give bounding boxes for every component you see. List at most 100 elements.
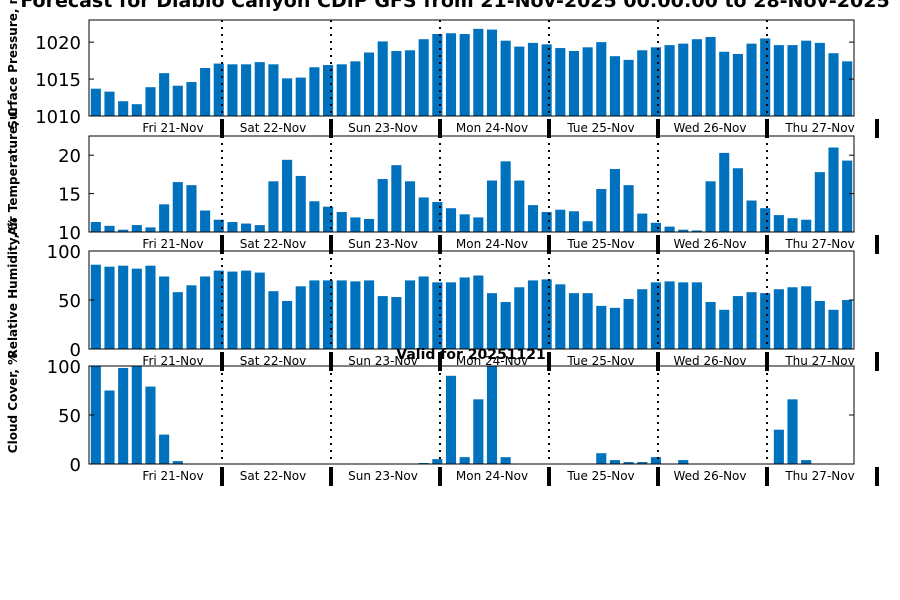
bar-4-40 xyxy=(623,462,634,464)
bar-1-3 xyxy=(118,101,129,116)
ytick-label-2-1: 10 xyxy=(58,223,81,244)
bar-2-50 xyxy=(760,208,771,232)
bar-2-33 xyxy=(527,205,539,232)
bar-1-42 xyxy=(650,47,661,116)
bar-3-14 xyxy=(268,291,279,349)
bar-4-31 xyxy=(500,457,511,464)
bar-4-30 xyxy=(486,366,498,464)
bar-1-15 xyxy=(282,78,293,116)
bar-2-29 xyxy=(473,217,484,232)
bar-2-55 xyxy=(828,147,839,232)
bar-1-13 xyxy=(254,62,265,116)
ytick-label-3-1: 0 xyxy=(70,340,81,361)
ytick-label-2-2: 15 xyxy=(58,185,81,206)
bar-3-23 xyxy=(391,297,402,349)
bar-3-6 xyxy=(159,276,170,349)
bar-2-52 xyxy=(787,218,798,232)
bar-2-18 xyxy=(323,206,334,232)
xtick-label-1-7: Thu 27-Nov xyxy=(784,121,854,135)
bar-2-32 xyxy=(514,180,525,232)
xtick-label-4-3: Sun 23-Nov xyxy=(348,469,418,483)
bar-2-6 xyxy=(159,204,170,232)
ytick-label-4-3: 100 xyxy=(47,357,81,378)
bar-2-17 xyxy=(309,201,320,232)
bar-2-19 xyxy=(336,212,347,232)
bar-1-45 xyxy=(691,39,702,117)
bar-1-24 xyxy=(404,50,416,116)
xtick-label-4-5: Tue 25-Nov xyxy=(566,469,634,483)
bar-3-25 xyxy=(418,276,429,349)
bar-4-52 xyxy=(787,399,798,464)
bar-3-45 xyxy=(691,282,702,349)
bar-2-1 xyxy=(90,222,101,232)
bar-1-16 xyxy=(295,77,306,116)
bar-2-14 xyxy=(268,181,279,232)
bar-3-27 xyxy=(445,282,457,349)
bar-2-8 xyxy=(186,185,197,232)
bar-3-49 xyxy=(746,292,757,349)
bar-4-27 xyxy=(445,375,457,464)
bar-3-8 xyxy=(186,285,197,349)
bar-2-7 xyxy=(172,182,183,232)
bar-1-43 xyxy=(664,45,675,116)
xtick-label-3-6: Wed 26-Nov xyxy=(674,354,747,368)
xtick-label-2-3: Sun 23-Nov xyxy=(348,237,418,251)
bar-3-38 xyxy=(596,305,607,349)
bar-2-22 xyxy=(377,179,388,232)
bar-1-46 xyxy=(705,36,716,117)
bar-1-51 xyxy=(773,45,784,116)
bar-2-12 xyxy=(241,223,252,232)
bar-1-2 xyxy=(104,91,115,116)
bar-2-10 xyxy=(213,219,224,232)
bar-3-37 xyxy=(582,293,593,349)
bar-2-28 xyxy=(459,214,470,232)
bar-3-15 xyxy=(282,300,293,349)
bar-2-51 xyxy=(773,215,784,232)
bar-2-25 xyxy=(418,197,429,232)
chart-title: Forecast for Diablo Canyon CDIP GFS from… xyxy=(20,0,889,12)
bar-3-20 xyxy=(350,281,361,349)
bar-3-1 xyxy=(90,264,101,349)
xtick-label-2-2: Sat 22-Nov xyxy=(240,237,307,251)
ytick-label-4-2: 50 xyxy=(58,406,81,427)
bar-3-32 xyxy=(514,287,525,349)
ytick-label-3-3: 100 xyxy=(47,242,81,263)
bar-3-39 xyxy=(609,307,620,349)
bar-2-9 xyxy=(200,210,211,232)
xtick-label-3-1: Fri 21-Nov xyxy=(142,354,203,368)
xtick-label-4-2: Sat 22-Nov xyxy=(240,469,307,483)
bar-1-9 xyxy=(200,68,211,116)
bar-2-39 xyxy=(609,169,620,232)
bar-2-13 xyxy=(254,225,265,232)
bar-1-52 xyxy=(787,45,798,116)
bar-1-41 xyxy=(637,50,648,116)
bar-3-11 xyxy=(227,271,238,349)
bar-3-5 xyxy=(145,265,156,349)
bar-1-44 xyxy=(678,43,689,116)
bar-1-28 xyxy=(459,34,470,116)
bar-4-42 xyxy=(650,457,661,464)
bar-3-50 xyxy=(760,293,771,349)
bar-3-33 xyxy=(527,280,539,349)
bar-2-56 xyxy=(842,160,853,232)
xtick-label-2-4: Mon 24-Nov xyxy=(456,237,528,251)
bar-2-23 xyxy=(391,165,402,232)
bar-3-47 xyxy=(719,309,730,349)
bar-1-19 xyxy=(336,64,347,116)
bar-3-46 xyxy=(705,301,716,349)
bar-3-21 xyxy=(363,280,375,349)
bar-4-26 xyxy=(432,459,443,464)
bar-1-25 xyxy=(418,39,429,117)
ylabel-3: Relative Humidity, % xyxy=(6,218,20,359)
bar-4-1 xyxy=(90,366,101,464)
xtick-label-2-1: Fri 21-Nov xyxy=(142,237,203,251)
bar-4-44 xyxy=(678,460,689,464)
bar-3-2 xyxy=(104,266,115,349)
xtick-label-2-7: Thu 27-Nov xyxy=(784,237,854,251)
bar-2-46 xyxy=(705,181,716,232)
bar-2-43 xyxy=(664,226,675,232)
bar-3-10 xyxy=(213,270,224,349)
bar-1-50 xyxy=(760,38,771,116)
bar-1-53 xyxy=(801,40,812,116)
